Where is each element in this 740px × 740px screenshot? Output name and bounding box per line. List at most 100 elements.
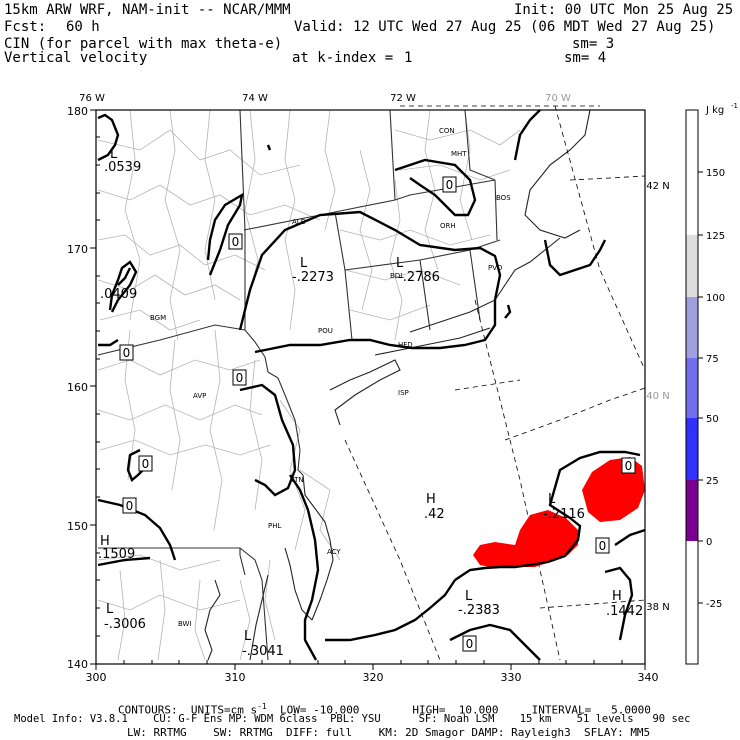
valid-time: Valid: 12 UTC Wed 27 Aug 25 (06 MDT Wed … xyxy=(294,19,716,35)
lat-label-42n: 42 N xyxy=(646,181,669,192)
extremum-type: L xyxy=(396,256,404,271)
kindex-label: at k-index = xyxy=(292,50,394,66)
extremum-value: .0409 xyxy=(100,287,137,302)
vertical-velocity-contours xyxy=(97,109,646,661)
field2-smoothing: sm= 4 xyxy=(564,50,607,66)
colorbar-frame xyxy=(685,109,699,665)
extremum-type: H xyxy=(100,534,110,549)
extremum-value: .1509 xyxy=(98,547,135,562)
colorbar-segment-below-0 xyxy=(686,541,698,664)
contour-label-box: 0 xyxy=(442,176,457,193)
lon-label-74w: 74 W xyxy=(242,93,268,104)
y-tick-160: 160 xyxy=(67,381,88,394)
svg-text:0: 0 xyxy=(236,371,244,385)
y-tick-170: 170 xyxy=(67,243,88,256)
station-phl: PHL xyxy=(268,522,281,530)
extremum-type: L xyxy=(110,147,118,162)
svg-text:0: 0 xyxy=(599,539,607,553)
extremum-value: .42 xyxy=(424,507,445,522)
footer-model-info: Model Info: V3.8.1 CU: G-F Ens MP: WDM 6… xyxy=(14,713,691,725)
extremum-value: .0539 xyxy=(104,160,141,175)
extremum-value: -.2383 xyxy=(458,603,500,618)
field2-title: Vertical velocity xyxy=(4,50,148,66)
station-avp: AVP xyxy=(193,392,206,400)
colorbar-label-25: 25 xyxy=(706,476,719,487)
svg-text:0: 0 xyxy=(232,235,240,249)
extremum-value: -.3006 xyxy=(104,617,146,632)
contour-label-box: 0 xyxy=(595,537,610,554)
state-boundaries xyxy=(97,109,501,661)
map-frame xyxy=(95,109,646,665)
extremum-value: -.2116 xyxy=(543,507,585,522)
svg-text:0: 0 xyxy=(625,459,633,473)
colorbar-unit-exponent: -1 xyxy=(731,102,738,110)
station-con: CON xyxy=(439,127,455,135)
footer-physics: LW: RRTMG SW: RRTMG DIFF: full KM: 2D Sm… xyxy=(127,726,651,739)
contour-label-box: 0 xyxy=(621,457,636,474)
frame-ticks xyxy=(90,109,646,670)
station-bgm: BGM xyxy=(150,314,166,322)
station-isp: ISP xyxy=(398,389,409,397)
field1-smoothing: sm= 3 xyxy=(572,36,615,52)
station-acy: ACY xyxy=(327,548,341,556)
y-tick-150: 150 xyxy=(67,520,88,533)
extremum-type: L xyxy=(300,256,308,271)
model-title: 15km ARW WRF, NAM-init -- NCAR/MMM xyxy=(4,2,291,18)
station-bdl: BDL xyxy=(390,272,404,280)
extremum-type: H xyxy=(426,492,436,507)
extremum-value: .1442 xyxy=(606,604,643,619)
map-plot: 76 W 74 W 72 W 70 W 42 N 40 N 38 N 180 1… xyxy=(67,93,738,684)
station-hfd: HFD xyxy=(398,341,413,349)
forecast-hours: 60 h xyxy=(66,19,100,35)
extremum-type: H xyxy=(612,589,622,604)
contour-label-box: 0 xyxy=(122,497,137,514)
lon-label-72w: 72 W xyxy=(390,93,416,104)
colorbar: J kg -1 150 125 100 75 50 25 0 -25 xyxy=(685,102,738,665)
svg-text:0: 0 xyxy=(446,178,454,192)
footer-contours: CONTOURS: UNITS=cm s-1 LOW= -10.000 HIGH… xyxy=(118,700,651,717)
colorbar-label-50: 50 xyxy=(706,414,719,425)
station-bwi: BWI xyxy=(178,620,192,628)
station-mht: MHT xyxy=(451,150,467,158)
contour-label-box: 0 xyxy=(462,635,477,652)
extremum-type: L xyxy=(548,492,556,507)
extremum-value: -.3041 xyxy=(242,644,284,659)
county-boundaries xyxy=(97,109,521,661)
svg-text:0: 0 xyxy=(142,457,150,471)
station-bos: BOS xyxy=(496,194,511,202)
station-pvd: PVD xyxy=(488,264,502,272)
station-orh: ORH xyxy=(440,222,456,230)
footer-contours-units: CONTOURS: UNITS=cm s xyxy=(118,703,258,717)
x-tick-340: 340 xyxy=(638,671,659,684)
y-tick-140: 140 xyxy=(67,658,88,671)
colorbar-segment-75-100 xyxy=(686,297,698,358)
x-tick-320: 320 xyxy=(363,671,384,684)
extremum-type: L xyxy=(465,589,473,604)
colorbar-segment-50-75 xyxy=(686,358,698,418)
colorbar-label-100: 100 xyxy=(706,293,725,304)
field1-title: CIN (for parcel with max theta-e) xyxy=(4,36,283,52)
colorbar-unit: J kg xyxy=(705,105,724,116)
svg-text:0: 0 xyxy=(126,499,134,513)
svg-text:0: 0 xyxy=(466,637,474,651)
colorbar-segment-above-125 xyxy=(686,110,698,235)
colorbar-label-125: 125 xyxy=(706,231,725,242)
extremum-value: -.2786 xyxy=(398,270,440,285)
station-alb: ALB xyxy=(292,218,306,226)
lon-label-76w: 76 W xyxy=(79,93,105,104)
colorbar-segment-0-25 xyxy=(686,480,698,541)
extremum-value: -.2273 xyxy=(292,270,334,285)
svg-text:0: 0 xyxy=(123,346,131,360)
coastline xyxy=(204,109,591,661)
cin-region-offshore-a xyxy=(473,510,578,568)
colorbar-label-150: 150 xyxy=(706,168,725,179)
init-time: Init: 00 UTC Mon 25 Aug 25 xyxy=(514,2,734,18)
colorbar-segment-100-125 xyxy=(686,235,698,297)
colorbar-label-0: 0 xyxy=(706,537,712,548)
latlon-grid xyxy=(344,105,646,661)
colorbar-label-75: 75 xyxy=(706,354,719,365)
cin-region-offshore-b xyxy=(582,457,645,522)
forecast-label: Fcst: xyxy=(4,19,47,35)
contour-label-box: 0 xyxy=(138,455,153,472)
kindex-value: 1 xyxy=(404,50,413,66)
